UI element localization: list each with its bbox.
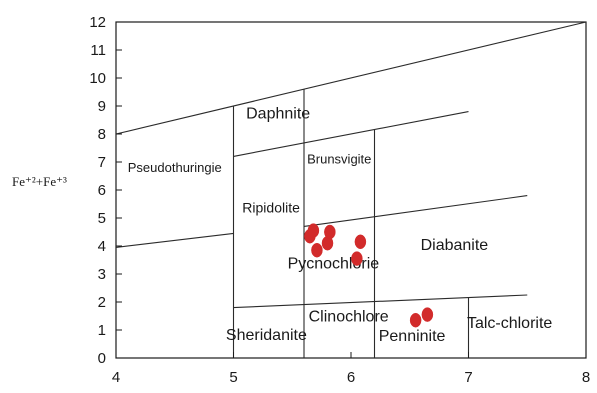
field-label-ripidolite: Ripidolite: [242, 199, 300, 215]
y-tick-label: 8: [98, 126, 106, 143]
boundary-line-bottom-sloped: [233, 294, 528, 309]
x-tick-label: 7: [464, 369, 472, 386]
data-point: [311, 242, 323, 258]
y-tick-label: 5: [98, 210, 106, 227]
boundary-line-left-lower: [115, 232, 234, 248]
x-tick-label: 4: [112, 369, 120, 386]
boundary-line-upper: [115, 21, 587, 135]
boundary-line-brunsvigite-bottom: [303, 195, 528, 227]
field-label-talc-chlorite: Talc-chlorite: [467, 315, 552, 332]
y-tick-label: 9: [98, 98, 106, 115]
field-label-penninite: Penninite: [379, 328, 446, 345]
field-label-sheridanite: Sheridanite: [226, 327, 307, 344]
data-point: [324, 224, 336, 240]
y-tick-label: 6: [98, 182, 106, 199]
y-tick-label: 1: [98, 322, 106, 339]
y-tick-label: 12: [89, 14, 106, 31]
plot-frame: [115, 21, 587, 359]
y-tick-label: 0: [98, 350, 106, 367]
boundary-lines: [115, 21, 587, 358]
boundary-line-daphnite-bottom: [233, 111, 469, 157]
field-label-brunsvigite: Brunsvigite: [307, 151, 371, 166]
field-label-pseudothuringie: Pseudothuringie: [128, 160, 222, 175]
x-tick-label: 5: [229, 369, 237, 386]
field-label-clinochlore: Clinochlore: [309, 309, 389, 326]
data-point: [354, 234, 367, 250]
data-point: [409, 312, 422, 328]
field-label-daphnite: Daphnite: [246, 106, 310, 123]
y-tick-label: 11: [90, 42, 106, 59]
field-label-diabanite: Diabanite: [421, 237, 489, 254]
data-point: [421, 307, 434, 322]
y-tick-label: 7: [98, 154, 106, 171]
y-tick-label: 4: [98, 238, 106, 255]
x-tick-label: 6: [347, 369, 355, 386]
field-label-pycnochlorie: Pycnochlorie: [288, 255, 380, 272]
x-tick-label: 8: [582, 369, 590, 386]
data-points: [304, 223, 434, 328]
y-tick-label: 10: [89, 70, 106, 87]
plot-area: [115, 21, 587, 359]
field-labels: Daphnite Pseudothuringie Brunsvigite Ripido…: [128, 106, 553, 346]
y-tick-label: 3: [98, 266, 106, 283]
data-point: [351, 251, 363, 266]
data-point: [307, 223, 320, 238]
y-tick-label: 2: [98, 294, 106, 311]
y-axis-label: Fe⁺²+Fe⁺³: [12, 174, 67, 189]
